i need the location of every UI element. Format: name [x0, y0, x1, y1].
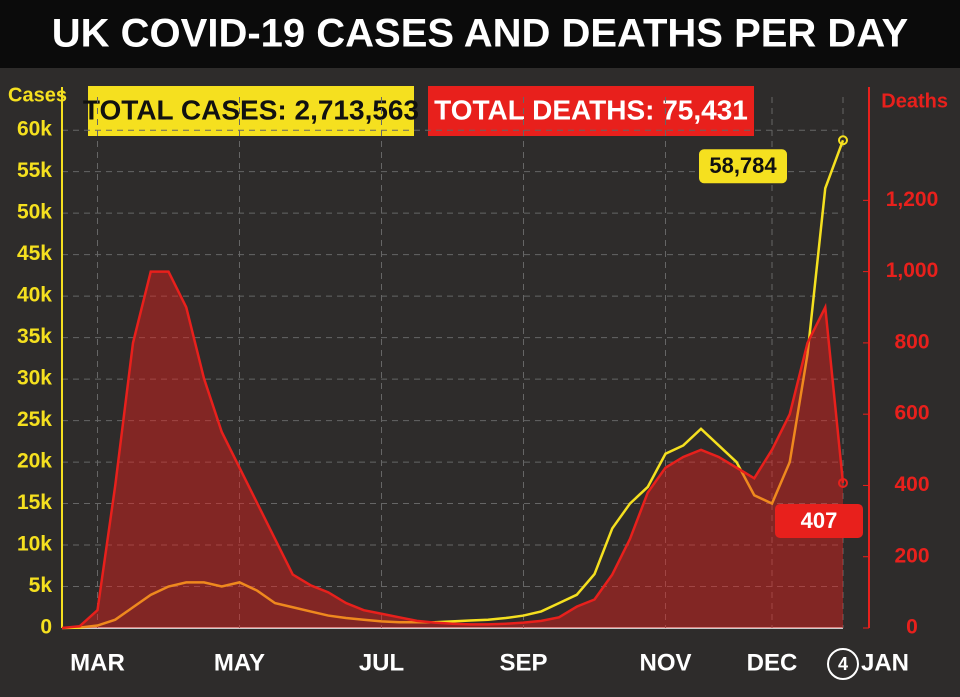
y2-tick-label: 0 [906, 616, 918, 639]
x-tick-label: MAY [214, 649, 265, 676]
y2-axis-label: Deaths [881, 90, 948, 112]
value-label-box [699, 149, 787, 184]
value-label-box [775, 503, 863, 538]
y-tick-label: 25k [17, 408, 52, 431]
y-axis-label: Cases [8, 84, 67, 106]
title-bar [0, 0, 960, 68]
y-tick-label: 45k [17, 242, 52, 265]
x-tick-label: NOV [639, 649, 691, 676]
x-tick-label: JAN [861, 649, 909, 676]
day-circle [827, 648, 859, 680]
y2-tick-label: 200 [894, 544, 929, 567]
y2-tick-label: 800 [894, 330, 929, 353]
y2-tick-label: 600 [894, 402, 929, 425]
y-tick-label: 60k [17, 118, 52, 141]
x-tick-label: MAR [70, 649, 125, 676]
y-tick-label: 0 [40, 616, 52, 639]
y-tick-label: 20k [17, 450, 52, 473]
y-tick-label: 40k [17, 284, 52, 307]
deaths-total: TOTAL DEATHS: 75,431 [434, 94, 748, 125]
deaths-total-box [428, 86, 754, 136]
y-tick-label: 30k [17, 367, 52, 390]
end-point [838, 135, 848, 146]
end-point [838, 477, 848, 488]
y-tick-label: 50k [17, 201, 52, 224]
y2-tick-label: 1,000 [886, 259, 939, 282]
y-tick-label: 10k [17, 533, 52, 556]
cases-total-box [88, 86, 414, 136]
y2-tick-label: 1,200 [886, 188, 939, 211]
x-tick-label: JUL [359, 649, 404, 676]
y-tick-label: 5k [29, 574, 53, 597]
x-tick-label: DEC [747, 649, 798, 676]
x-tick-label: SEP [499, 649, 547, 676]
y-tick-label: 55k [17, 159, 52, 182]
value-label: 58,784 [709, 153, 777, 178]
y2-tick-label: 400 [894, 473, 929, 496]
value-label: 407 [801, 508, 838, 533]
area [62, 271, 843, 628]
y-tick-label: 15k [17, 491, 52, 514]
end-day-label: 4 [838, 654, 848, 674]
line [61, 270, 845, 630]
chart-title: UK COVID-19 CASES AND DEATHS PER DAY [52, 12, 909, 56]
y-tick-label: 35k [17, 325, 52, 348]
cases-total: TOTAL CASES: 2,713,563 [83, 94, 419, 125]
line [61, 139, 845, 630]
